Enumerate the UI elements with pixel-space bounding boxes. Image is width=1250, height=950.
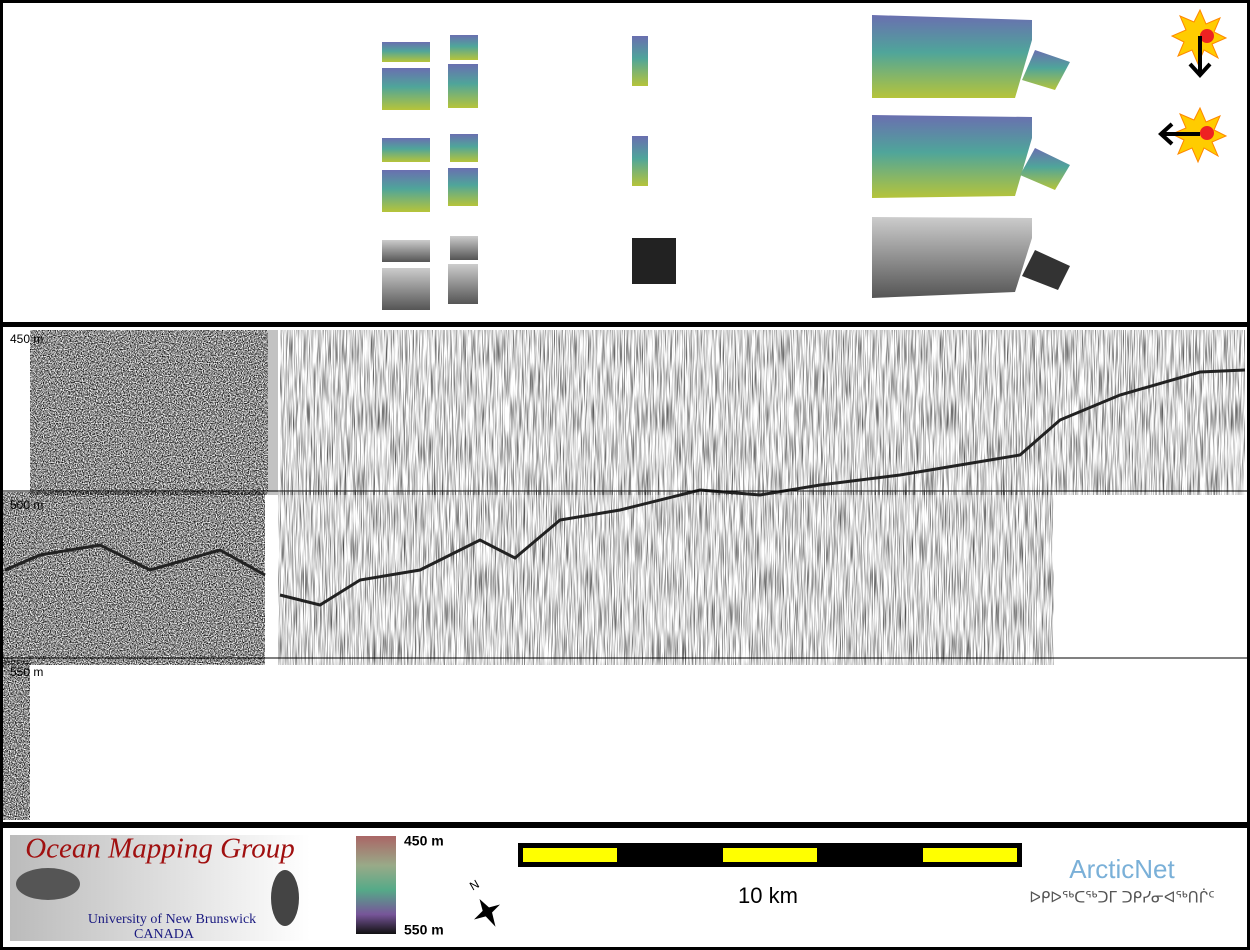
swath [382, 170, 430, 212]
depth-label: 550 m [10, 665, 43, 679]
sun-icon [1158, 106, 1228, 164]
scale-label: 10 km [738, 883, 798, 908]
logo-shape [16, 868, 80, 900]
swath [872, 15, 1032, 98]
swath [448, 168, 478, 206]
swath [1022, 50, 1070, 90]
logo-shape [271, 870, 299, 926]
swath [1022, 250, 1070, 290]
colorbar-label: 450 m [404, 833, 444, 849]
logo-text: University of New Brunswick [88, 912, 256, 927]
seafloor [4, 543, 266, 577]
seafloor [279, 368, 1246, 607]
swath [382, 42, 430, 62]
swath [1020, 148, 1070, 190]
logo-title: Ocean Mapping Group [25, 833, 295, 865]
swath [450, 236, 478, 260]
partner-syllabics: ᐅᑭᐅᖅᑕᖅᑐᒥ ᑐᑭᓯᓂᐊᖅᑎᒌᑦ [1029, 889, 1214, 907]
profile-image [3, 330, 1246, 820]
swath [632, 238, 676, 284]
colorbar [356, 836, 396, 934]
depth-label: 500 m [10, 498, 43, 512]
swath [382, 268, 430, 310]
swath-images [382, 15, 1070, 310]
logo-text: CANADA [134, 927, 195, 942]
noise-block [3, 492, 265, 665]
swath [450, 134, 478, 162]
swath [382, 240, 430, 262]
noise-block [280, 330, 1245, 495]
colorbar-label: 550 m [404, 922, 444, 938]
swath [450, 35, 478, 60]
swath [872, 115, 1032, 198]
omg-logo: Ocean Mapping Group University of New Br… [10, 833, 310, 942]
swath [632, 136, 648, 186]
swath [382, 68, 430, 110]
swath [382, 138, 430, 162]
swath [632, 36, 648, 86]
swath [872, 217, 1032, 298]
swath [448, 264, 478, 304]
swath [448, 64, 478, 108]
noise-block [3, 660, 30, 820]
noise-block [278, 492, 1054, 665]
noise-block [30, 330, 268, 495]
partner-name: ArcticNet [1069, 854, 1175, 884]
depth-label: 450 m [10, 332, 43, 346]
scale-bar [518, 843, 1022, 867]
sun-icon [1170, 8, 1228, 78]
noise-block [268, 330, 278, 495]
